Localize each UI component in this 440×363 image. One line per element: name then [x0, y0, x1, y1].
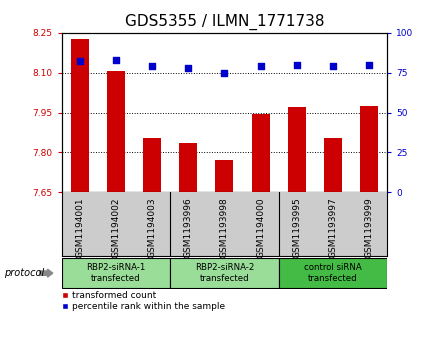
Point [185, 65, 192, 71]
Point [366, 62, 373, 68]
Text: GSM1193997: GSM1193997 [328, 197, 337, 258]
Bar [179, 143, 197, 192]
Point [293, 62, 300, 68]
Bar [215, 160, 234, 192]
Title: GDS5355 / ILMN_1771738: GDS5355 / ILMN_1771738 [125, 14, 324, 30]
Text: GSM1194003: GSM1194003 [147, 197, 157, 258]
Bar [279, 258, 387, 288]
Point [149, 63, 156, 69]
Bar [170, 258, 279, 288]
Bar [360, 106, 378, 192]
Text: GSM1193996: GSM1193996 [184, 197, 193, 258]
Text: GSM1193998: GSM1193998 [220, 197, 229, 258]
Point [112, 57, 119, 63]
Text: RBP2-siRNA-1
transfected: RBP2-siRNA-1 transfected [86, 264, 146, 283]
Bar [62, 258, 170, 288]
Bar [143, 138, 161, 192]
Text: GSM1194000: GSM1194000 [256, 197, 265, 258]
Bar [71, 39, 89, 192]
Bar [288, 107, 306, 192]
Legend: transformed count, percentile rank within the sample: transformed count, percentile rank withi… [62, 291, 225, 311]
Text: control siRNA
transfected: control siRNA transfected [304, 264, 362, 283]
Text: protocol: protocol [4, 268, 44, 278]
Bar [324, 138, 342, 192]
Text: RBP2-siRNA-2
transfected: RBP2-siRNA-2 transfected [195, 264, 254, 283]
Text: GSM1194002: GSM1194002 [111, 197, 121, 258]
Point [76, 58, 83, 64]
Text: GSM1193999: GSM1193999 [365, 197, 374, 258]
Point [257, 63, 264, 69]
Bar [252, 114, 270, 192]
Point [221, 70, 228, 76]
Point [330, 63, 337, 69]
Text: GSM1194001: GSM1194001 [75, 197, 84, 258]
Bar [107, 71, 125, 192]
Text: GSM1193995: GSM1193995 [292, 197, 301, 258]
